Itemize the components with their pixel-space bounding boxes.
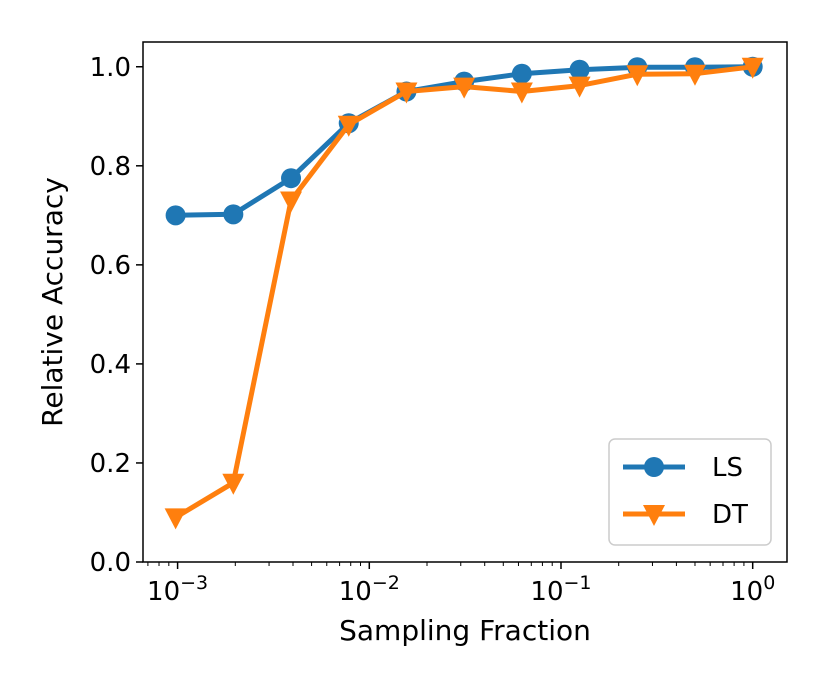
data-point-ls xyxy=(165,205,186,226)
legend-ls-label: LS xyxy=(712,453,743,483)
legend-ls-marker xyxy=(644,457,664,477)
data-point-dt xyxy=(453,77,476,99)
y-axis-title: Relative Accuracy xyxy=(36,177,69,427)
plot-frame xyxy=(142,41,788,563)
legend-dt-label: DT xyxy=(712,500,748,530)
data-point-dt xyxy=(222,473,245,495)
data-point-ls xyxy=(281,168,302,189)
data-point-dt xyxy=(683,64,706,86)
data-point-dt xyxy=(395,82,418,104)
data-point-ls xyxy=(223,204,244,225)
data-point-dt xyxy=(280,191,303,213)
y-tick-label: 1.0 xyxy=(90,53,131,83)
x-axis-title: Sampling Fraction xyxy=(339,614,591,647)
data-point-dt xyxy=(164,508,187,530)
series-layer xyxy=(164,56,764,530)
x-axis-ticks: 10−3 10−2 10−1 100 xyxy=(147,562,775,607)
x-tick-label: 10−2 xyxy=(339,572,400,607)
data-point-ls xyxy=(569,59,590,80)
y-tick-label: 0.2 xyxy=(90,449,131,479)
data-point-dt xyxy=(741,57,764,79)
y-tick-label: 0.4 xyxy=(90,350,131,380)
x-tick-label: 10−1 xyxy=(530,572,591,607)
data-point-ls xyxy=(511,63,532,84)
y-axis-ticks: 0.0 0.2 0.4 0.6 0.8 1.0 xyxy=(90,53,143,578)
data-point-dt xyxy=(510,82,533,104)
legend: LS DT xyxy=(608,438,772,546)
x-tick-label: 100 xyxy=(730,572,775,607)
data-point-dt xyxy=(337,115,360,137)
data-point-dt xyxy=(568,76,591,98)
y-tick-label: 0.8 xyxy=(90,152,131,182)
data-point-dt xyxy=(626,65,649,87)
x-tick-label: 10−3 xyxy=(147,572,208,607)
y-tick-label: 0.0 xyxy=(90,548,131,578)
legend-dt-marker xyxy=(643,505,665,526)
y-tick-label: 0.6 xyxy=(90,251,131,281)
